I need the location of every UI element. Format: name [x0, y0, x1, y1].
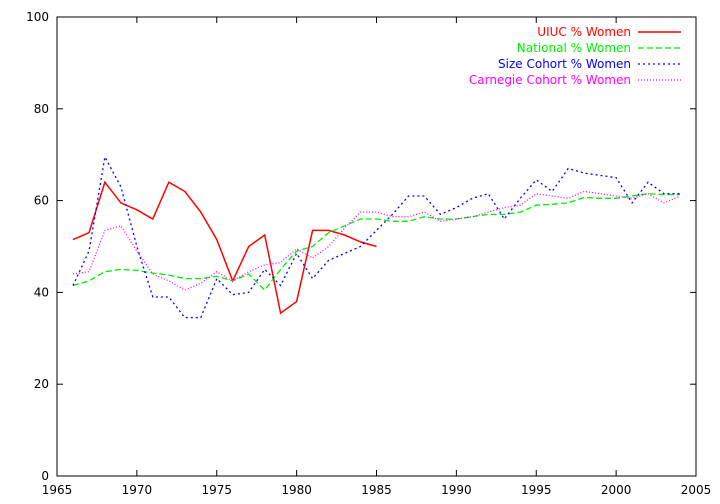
x-tick-label: 1990 — [441, 483, 472, 497]
x-tick-label: 1995 — [521, 483, 552, 497]
y-tick-label: 20 — [34, 377, 49, 391]
series-line-3 — [72, 190, 681, 291]
y-tick-label: 60 — [34, 194, 49, 208]
legend-label: Size Cohort % Women — [498, 57, 631, 71]
legend-label: National % Women — [517, 41, 631, 55]
x-tick-label: 1965 — [42, 483, 73, 497]
series-line-0 — [72, 180, 377, 315]
legend-label: UIUC % Women — [537, 25, 631, 39]
x-tick-label: 2005 — [681, 483, 712, 497]
legend-label: Carnegie Cohort % Women — [469, 73, 631, 87]
y-axis: 0 20 40 60 80 100 — [26, 10, 696, 483]
x-tick-label: 1980 — [281, 483, 312, 497]
x-axis: 1965 1970 1975 1980 1985 1990 1995 2000 2005 — [42, 17, 712, 497]
legend: UIUC % Women National % Women Size Cohort … — [469, 25, 681, 87]
series-lines — [72, 155, 681, 319]
y-tick-label: 100 — [26, 10, 49, 24]
x-tick-label: 2000 — [601, 483, 632, 497]
x-tick-label: 1975 — [201, 483, 232, 497]
series-line-2 — [72, 155, 680, 319]
y-tick-label: 40 — [34, 285, 49, 299]
x-tick-label: 1970 — [122, 483, 153, 497]
series-line-1 — [72, 193, 680, 292]
x-tick-label: 1985 — [361, 483, 392, 497]
y-tick-label: 80 — [34, 102, 49, 116]
y-tick-label: 0 — [41, 469, 49, 483]
